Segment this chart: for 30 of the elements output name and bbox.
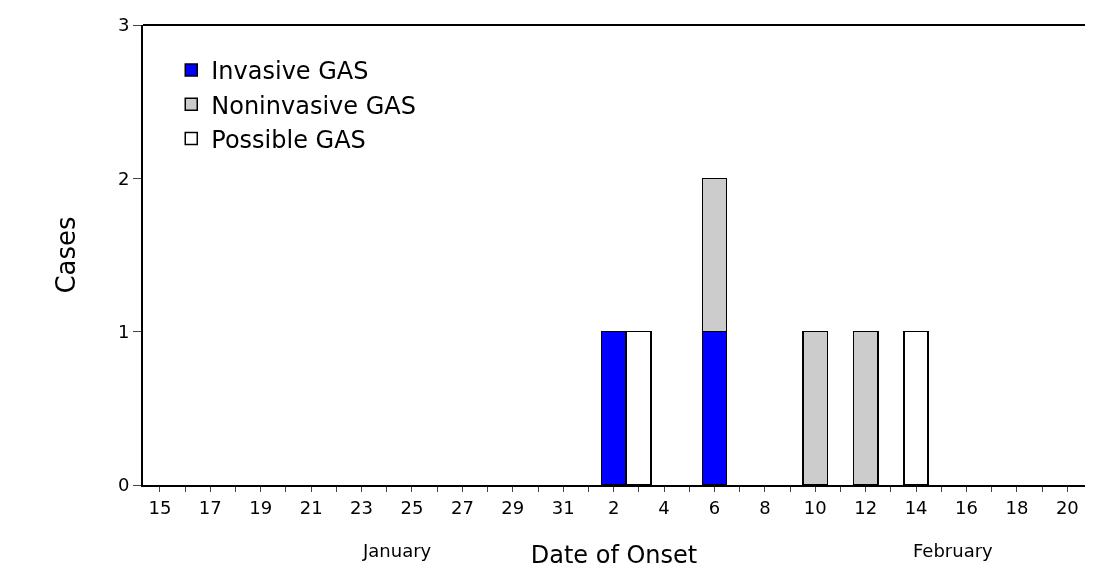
x-tick-label: 17 — [198, 496, 222, 518]
x-axis-title: Date of Onset — [530, 541, 698, 570]
text: January — [362, 540, 432, 561]
y-tick-label: 2 — [117, 167, 130, 189]
x-tick-label: 29 — [501, 496, 525, 518]
legend-label: Invasive GAS — [211, 57, 369, 86]
legend-label: Possible GAS — [211, 125, 366, 154]
text: February — [913, 540, 994, 561]
x-tick-label: 6 — [708, 496, 721, 518]
y-axis-title: Cases — [50, 216, 81, 294]
y-tick-label: 1 — [117, 320, 130, 342]
y-tick-label: 3 — [117, 14, 130, 36]
x-tick-label: 15 — [148, 496, 172, 518]
x-tick-label: 12 — [854, 496, 878, 518]
y-tick-label: 0 — [117, 474, 130, 496]
x-tick-label: 8 — [759, 496, 771, 518]
x-tick-label: 23 — [350, 496, 373, 518]
x-tick-label: 18 — [1005, 496, 1029, 518]
x-tick-label: 25 — [400, 496, 424, 518]
x-tick-label: 27 — [450, 496, 474, 518]
x-tick-label: 19 — [249, 496, 273, 518]
x-tick-label: 4 — [658, 496, 670, 518]
legend-label: Noninvasive GAS — [211, 91, 416, 120]
x-tick-label: 16 — [955, 496, 978, 518]
x-tick-label: 10 — [803, 496, 827, 518]
x-tick-label: 20 — [1055, 496, 1079, 518]
x-tick-label: 2 — [607, 496, 620, 518]
x-tick-label: 21 — [299, 496, 323, 518]
x-tick-label: 31 — [551, 496, 575, 518]
x-tick-label: 14 — [904, 496, 928, 518]
